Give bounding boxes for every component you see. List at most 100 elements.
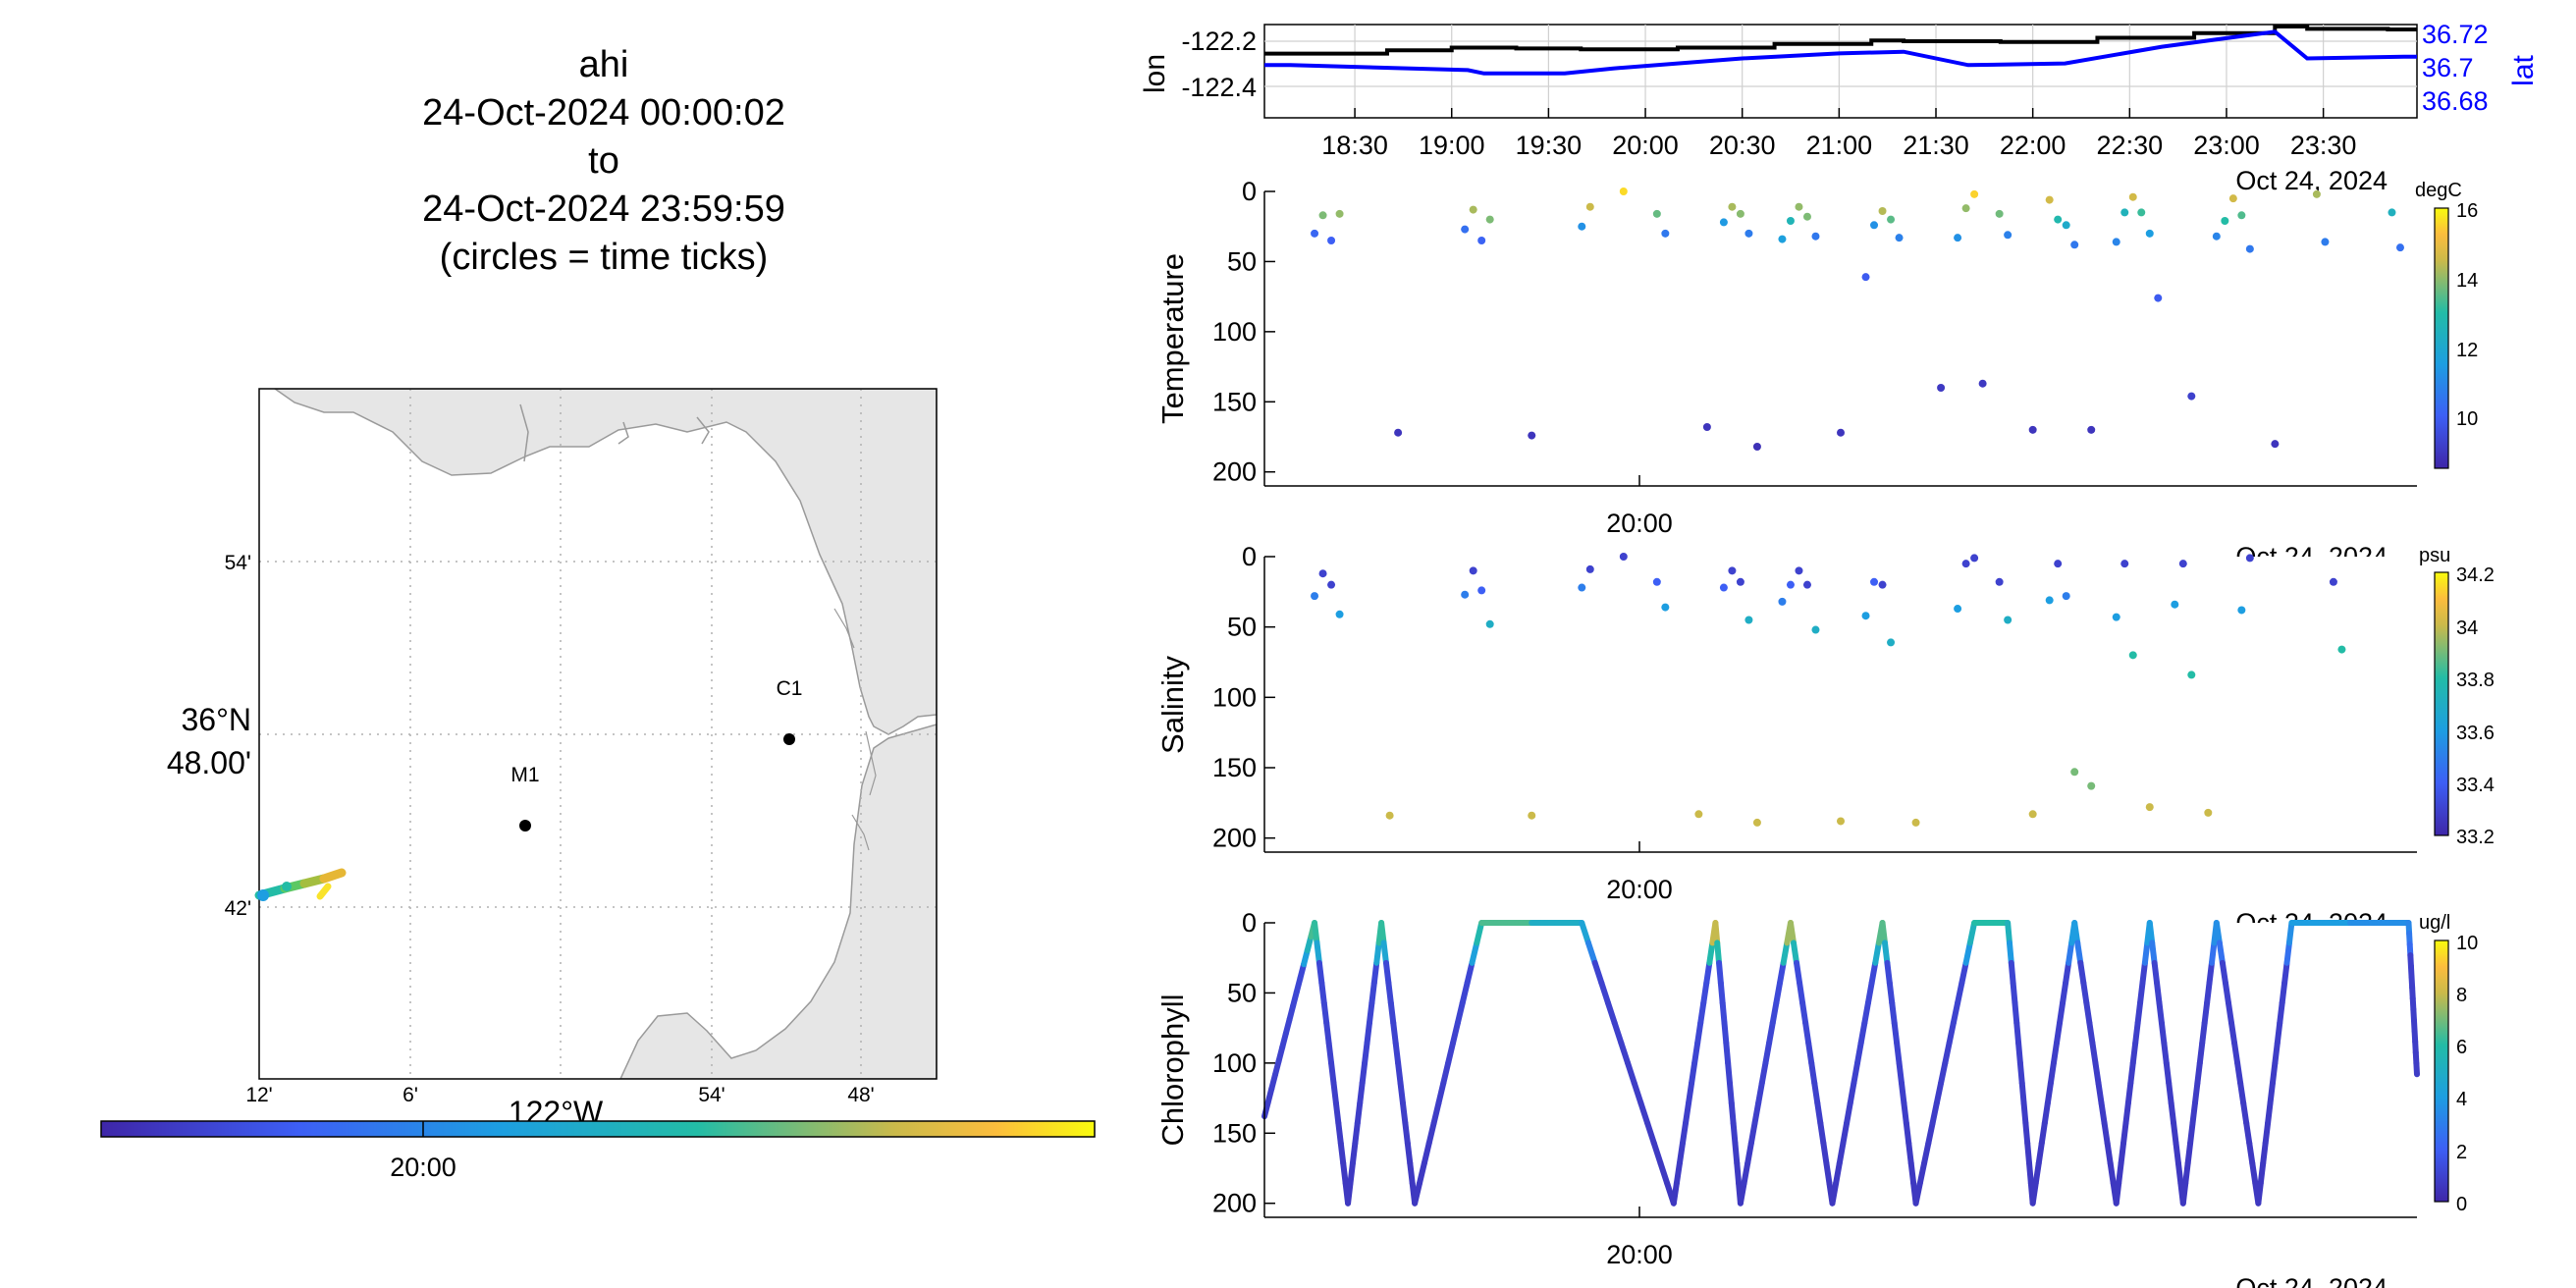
chlorophyll-ylabel: Chlorophyll: [1155, 993, 1190, 1146]
chlorophyll-profile-segment: [1370, 959, 1380, 987]
temperature-point: [1335, 209, 1344, 218]
lonlat-xtick-1930: 19:30: [1516, 131, 1583, 160]
chlorophyll-profile-segment: [1747, 1120, 1758, 1147]
chlorophyll-profile-segment: [2194, 1059, 2203, 1087]
salinity-point: [1327, 580, 1336, 589]
chlorophyll-profile-segment: [1916, 1159, 1928, 1187]
temperature-ytick-50: 50: [1227, 246, 1257, 276]
salinity-point: [1795, 566, 1803, 575]
chlorophyll-profile-segment: [2077, 959, 2087, 987]
temperature-point: [2045, 195, 2054, 204]
chlorophyll-profile-segment: [1797, 980, 1806, 1006]
salinity-point: [2237, 606, 2246, 615]
chlorophyll-profile-segment: [2240, 1100, 2250, 1127]
salinity-point: [2070, 768, 2079, 777]
chlorophyll-profile-segment: [1454, 999, 1466, 1027]
temperature-point: [1878, 207, 1887, 215]
lonlat-ytick-right-2: 36.7: [2422, 53, 2474, 82]
chlorophyll-profile-segment: [1884, 959, 1893, 987]
lonlat-xtick-2300: 23:00: [2193, 131, 2260, 160]
chlorophyll-profile-segment: [1808, 1059, 1818, 1087]
salinity-point: [1385, 811, 1394, 820]
station-c1: C1: [777, 677, 802, 745]
chlorophyll-profile-segment: [1337, 1140, 1347, 1166]
temperature-point: [2128, 192, 2137, 201]
chlorophyll-profile-segment: [1706, 939, 1716, 966]
chlorophyll-profile-segment: [1373, 939, 1382, 966]
chlorophyll-profile-segment: [1359, 1059, 1368, 1087]
title-line-4: 24-Oct-2024 23:59:59: [422, 188, 785, 230]
chlorophyll-profile-segment: [1430, 1100, 1442, 1127]
chlorophyll-profile-segment: [2015, 1040, 2023, 1066]
chlorophyll-profile-segment: [1378, 920, 1387, 946]
lonlat-ylabel-right: lat: [2507, 54, 2540, 85]
temperature-point: [1795, 202, 1803, 211]
chlorophyll-profile-segment: [1382, 959, 1392, 987]
chlorophyll-profile-segment: [1889, 999, 1898, 1027]
chlorophyll-profile-segment: [1407, 1159, 1416, 1187]
salinity-point: [1335, 610, 1344, 618]
chlorophyll-profile-segment: [1676, 1140, 1686, 1166]
chlorophyll-profile-segment: [1380, 939, 1389, 966]
chlorophyll-profile-segment: [1352, 1120, 1361, 1147]
temperature-panel: 0 50 100 150 200 20:00 Temperature degC 16 1…: [1155, 177, 2478, 538]
lonlat-xtick-2230: 22:30: [2097, 131, 2164, 160]
temperature-point: [1978, 379, 1987, 388]
chlorophyll-profile-segment: [1425, 1120, 1437, 1147]
svg-text:10: 10: [2456, 408, 2478, 430]
chlorophyll-profile-segment: [2053, 1020, 2064, 1046]
temperature-point: [1887, 215, 1896, 224]
chlorophyll-profile-segment: [1766, 1020, 1776, 1046]
chlorophyll-profile-segment: [1450, 1020, 1461, 1046]
salinity-point: [1318, 569, 1327, 578]
chlorophyll-profile-segment: [2413, 1060, 2420, 1078]
chlorophyll-profile-segment: [1734, 1159, 1743, 1187]
chlorophyll-profile-segment: [2219, 959, 2228, 987]
time-colorbar: 20:00: [100, 1120, 1096, 1182]
chlorophyll-profile-segment: [2228, 1020, 2238, 1046]
chlorophyll-profile-segment: [2260, 1140, 2269, 1166]
lon-tick-12: 12': [245, 1084, 272, 1106]
chlorophyll-profile-segment: [2154, 980, 2163, 1006]
chlorophyll-profile-segment: [2139, 959, 2148, 987]
chlorophyll-profile-segment: [2006, 939, 2014, 966]
temperature-point: [2271, 440, 2280, 449]
salinity-point: [2171, 600, 2179, 609]
chlorophyll-profile-segment: [1598, 980, 1612, 1006]
chlorophyll-profile-segment: [1314, 939, 1322, 966]
chlorophyll-profile-segment: [1777, 959, 1787, 987]
chlorophyll-profile-segment: [1611, 1020, 1625, 1046]
temperature-point: [1752, 443, 1761, 451]
chlorophyll-profile-segment: [2196, 1040, 2206, 1066]
chlorophyll-profile-segment: [2265, 1100, 2274, 1127]
salinity-ytick-50: 50: [1227, 613, 1257, 642]
title-line-3: to: [588, 140, 619, 182]
chlorophyll-profile-segment: [2041, 1100, 2051, 1127]
chlorophyll-profile-segment: [1637, 1100, 1651, 1127]
temperature-colorbar: degC 16 14 12 10: [2415, 180, 2478, 469]
temperature-point: [1652, 209, 1661, 218]
temperature-point: [1744, 229, 1753, 238]
chlorophyll-profile-segment: [2158, 1020, 2168, 1046]
salinity-point: [2204, 808, 2213, 817]
chlorophyll-profile-segment: [1741, 1159, 1751, 1187]
chlorophyll-profile-segment: [2029, 1180, 2039, 1207]
lonlat-x-ticks: 18:30 19:00 19:30 20:00 20:30 21:00 21:30 22:00…: [1321, 108, 2356, 160]
temperature-point: [1895, 234, 1904, 242]
chlorophyll-profile-segment: [1340, 1159, 1349, 1187]
chlorophyll-profile-segment: [2285, 920, 2295, 946]
temperature-point: [1954, 234, 1962, 242]
temperature-ytick-150: 150: [1212, 387, 1257, 416]
chlorophyll-profile-segment: [1814, 1100, 1824, 1127]
chlorophyll-profile-segment: [1737, 1180, 1747, 1207]
chlorophyll-profile-segment: [2066, 939, 2075, 966]
title-line-5: (circles = time ticks): [439, 237, 769, 278]
chlorophyll-profile-segment: [1901, 1100, 1909, 1127]
chlorophyll-profile-segment: [1946, 1020, 1957, 1046]
chlorophyll-profile-segment: [2237, 1080, 2247, 1106]
temperature-point: [1811, 232, 1820, 241]
chlorophyll-profile-segment: [1625, 1059, 1637, 1087]
salinity-point: [1786, 580, 1795, 589]
chlorophyll-profile-segment: [2269, 1059, 2279, 1087]
svg-text:0: 0: [2456, 1194, 2467, 1215]
